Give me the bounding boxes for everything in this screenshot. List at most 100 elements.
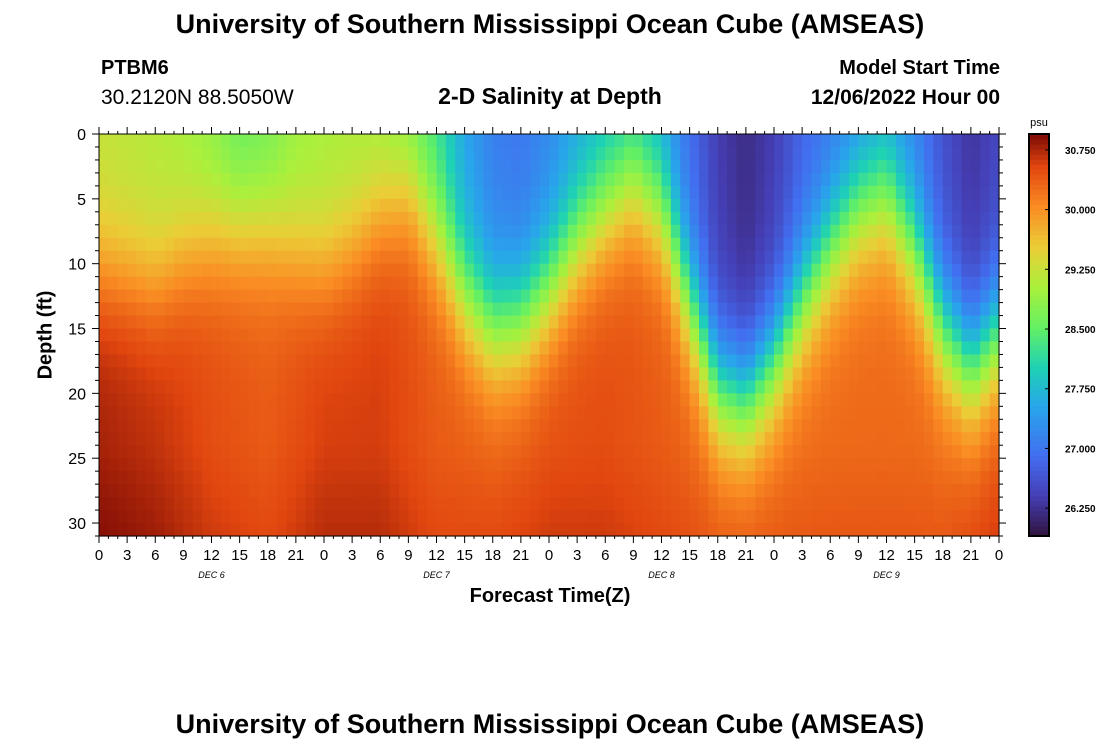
heatmap-cell <box>895 445 906 459</box>
heatmap-cell <box>305 263 316 278</box>
heatmap-cell <box>933 328 944 343</box>
heatmap-cell <box>670 458 681 472</box>
heatmap-cell <box>108 380 119 394</box>
heatmap-cell <box>239 224 250 239</box>
heatmap-cell <box>877 146 888 161</box>
heatmap-cell <box>352 134 363 148</box>
heatmap-cell <box>211 198 222 213</box>
heatmap-cell <box>464 302 475 317</box>
heatmap-cell <box>652 380 663 394</box>
heatmap-cell <box>164 406 175 420</box>
heatmap-cell <box>680 185 691 200</box>
colorbar-segment <box>1029 304 1049 311</box>
heatmap-cell <box>942 289 953 304</box>
heatmap-cell <box>924 341 934 356</box>
heatmap-cell <box>867 237 878 252</box>
heatmap-cell <box>745 276 756 291</box>
colorbar-segment <box>1029 530 1049 537</box>
x-tick-label: 0 <box>770 547 778 564</box>
heatmap-cell <box>577 211 588 226</box>
heatmap-cell <box>745 289 756 304</box>
heatmap-cell <box>202 328 213 343</box>
heatmap-cell <box>849 276 859 291</box>
heatmap-cell <box>249 406 259 420</box>
colorbar-segment <box>1029 460 1049 467</box>
heatmap-cell <box>624 250 634 265</box>
heatmap-cell <box>558 289 569 304</box>
heatmap-cell <box>211 484 222 498</box>
heatmap-cell <box>952 510 963 524</box>
heatmap-cell <box>192 393 203 407</box>
heatmap-cell <box>633 276 644 291</box>
heatmap-cell <box>445 172 456 187</box>
heatmap-cell <box>942 458 953 472</box>
x-tick-label: 12 <box>878 547 895 564</box>
heatmap-cell <box>717 198 728 213</box>
heatmap-cell <box>914 354 925 369</box>
heatmap-cell <box>380 458 391 472</box>
heatmap-cell <box>492 380 503 394</box>
heatmap-cell <box>464 341 475 356</box>
heatmap-cell <box>483 510 494 524</box>
heatmap-cell <box>286 510 297 524</box>
heatmap-cell <box>970 237 981 252</box>
heatmap-cell <box>314 393 325 407</box>
heatmap-cell <box>549 315 559 330</box>
heatmap-cell <box>202 458 213 472</box>
heatmap-cell <box>483 458 494 472</box>
heatmap-cell <box>989 146 1000 161</box>
heatmap-cell <box>877 211 888 226</box>
heatmap-cell <box>220 419 231 433</box>
heatmap-cell <box>352 198 363 213</box>
heatmap-cell <box>642 289 653 304</box>
heatmap-cell <box>427 523 438 537</box>
heatmap-cell <box>511 224 522 239</box>
heatmap-cell <box>886 172 897 187</box>
heatmap-cell <box>633 510 644 524</box>
heatmap-cell <box>717 445 728 459</box>
heatmap-cell <box>286 393 297 407</box>
heatmap-cell <box>239 458 250 472</box>
heatmap-cell <box>933 211 944 226</box>
heatmap-cell <box>324 341 334 356</box>
heatmap-cell <box>895 302 906 317</box>
heatmap-cell <box>792 315 803 330</box>
heatmap-cell <box>211 497 222 511</box>
heatmap-cell <box>295 146 306 161</box>
heatmap-cell <box>174 471 184 485</box>
heatmap-cell <box>464 198 475 213</box>
heatmap-cell <box>295 276 306 291</box>
heatmap-cell <box>239 250 250 265</box>
heatmap-cell <box>558 263 569 278</box>
heatmap-cell <box>127 237 138 252</box>
heatmap-cell <box>708 315 719 330</box>
colorbar-segment <box>1029 209 1049 215</box>
heatmap-cell <box>220 432 231 446</box>
heatmap-cell <box>652 159 663 174</box>
heatmap-cell <box>174 458 184 472</box>
heatmap-cell <box>155 276 166 291</box>
heatmap-cell <box>164 263 175 278</box>
heatmap-cell <box>614 315 625 330</box>
heatmap-cell <box>127 523 138 537</box>
heatmap-cell <box>502 497 513 511</box>
heatmap-cell <box>258 315 269 330</box>
heatmap-cell <box>961 263 972 278</box>
heatmap-cell <box>502 211 513 226</box>
heatmap-cell <box>849 367 859 381</box>
heatmap-cell <box>352 211 363 226</box>
heatmap-cell <box>567 393 578 407</box>
heatmap-cell <box>895 471 906 485</box>
heatmap-cell <box>399 406 409 420</box>
heatmap-cell <box>380 393 391 407</box>
x-tick-label: 12 <box>428 547 445 564</box>
heatmap-cell <box>839 263 850 278</box>
heatmap-cell <box>745 224 756 239</box>
heatmap-cell <box>736 380 747 394</box>
heatmap-cell <box>445 471 456 485</box>
heatmap-cell <box>839 484 850 498</box>
heatmap-cell <box>727 523 738 537</box>
heatmap-cell <box>492 185 503 200</box>
heatmap-cell <box>370 484 381 498</box>
colorbar-segment <box>1029 149 1049 155</box>
